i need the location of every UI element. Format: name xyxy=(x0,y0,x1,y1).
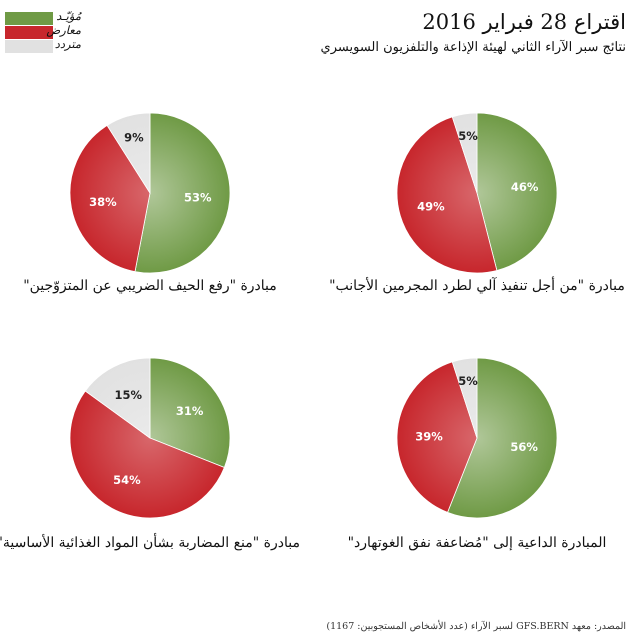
legend-item-support: مُؤيّـد xyxy=(5,9,100,25)
pie-label-support: 53% xyxy=(184,191,212,205)
legend-swatch-undecided xyxy=(5,40,53,53)
legend-label-undecided: متردد xyxy=(54,37,81,51)
pie-label-oppose: 38% xyxy=(89,195,117,209)
legend-item-oppose: معارض xyxy=(5,23,100,39)
pie-label-oppose: 49% xyxy=(417,199,445,213)
pie-svg-food-speculation: 31% 54% 15% xyxy=(69,357,231,519)
pie-slice-support xyxy=(149,357,231,468)
pie-title-marriage-tax: مبادرة "رفع الحيف الضريبي عن المتزوّجين" xyxy=(23,278,277,294)
pie-chart-food-speculation-initiative: 31% 54% 15% مبادرة "منع المضاربة بشأن المو… xyxy=(0,335,300,585)
pie-label-oppose: 39% xyxy=(415,429,443,443)
pie-chart-gotthard-tunnel-initiative: 56% 39% 5% المبادرة الداعية إلى "مُضاعفة ن… xyxy=(327,335,627,585)
pie-label-support: 56% xyxy=(510,440,538,454)
pie-slice-undecided xyxy=(451,112,478,194)
pie-svg-expulsion: 46% 49% 5% xyxy=(396,112,558,274)
pie-slice-support xyxy=(134,112,231,274)
pie-label-undecided: 9% xyxy=(124,131,144,145)
pie-slice-support xyxy=(476,112,558,271)
chart-title: اقتراع 28 فبراير 2016 xyxy=(422,10,626,34)
pie-title-food-speculation: مبادرة "منع المضاربة بشأن المواد الغذائي… xyxy=(0,535,300,551)
pie-label-undecided: 5% xyxy=(458,374,478,388)
pie-slice-undecided xyxy=(451,357,478,439)
pie-svg-gotthard: 56% 39% 5% xyxy=(396,357,558,519)
pie-slice-oppose xyxy=(396,116,498,274)
pie-label-oppose: 54% xyxy=(113,473,141,487)
pie-title-expulsion: مبادرة "من أجل تنفيذ آلي لطرد المجرمين ا… xyxy=(329,278,625,294)
source-note: المصدر: معهد GFS.BERN لسبر الآراء (عدد ا… xyxy=(326,621,626,632)
legend-swatch-oppose xyxy=(5,26,53,39)
pie-svg-marriage-tax: 53% 38% 9% xyxy=(69,112,231,274)
pie-label-undecided: 15% xyxy=(114,388,142,402)
pie-slice-support xyxy=(447,357,558,519)
legend-label-oppose: معارض xyxy=(46,23,81,37)
pie-chart-marriage-tax-initiative: 53% 38% 9% مبادرة "رفع الحيف الضريبي عن ال… xyxy=(0,90,300,340)
pie-title-gotthard: المبادرة الداعية إلى "مُضاعفة نفق الغوته… xyxy=(347,535,607,551)
pie-label-support: 31% xyxy=(176,404,204,418)
pie-label-undecided: 5% xyxy=(458,129,478,143)
pie-slice-oppose xyxy=(69,390,225,519)
legend-swatch-support xyxy=(5,12,53,25)
pie-slice-undecided xyxy=(106,112,151,195)
pie-label-support: 46% xyxy=(511,180,539,194)
legend-item-undecided: متردد xyxy=(5,37,100,53)
legend-label-support: مُؤيّـد xyxy=(56,9,81,23)
pie-slice-undecided xyxy=(84,357,151,439)
chart-subtitle: نتائج سبر الآراء الثاني لهيئة الإذاعة وا… xyxy=(320,40,626,55)
legend: مُؤيّـد معارض متردد xyxy=(5,9,100,54)
pie-slice-oppose xyxy=(396,361,478,513)
pie-chart-expulsion-initiative: 46% 49% 5% مبادرة "من أجل تنفيذ آلي لطرد ا… xyxy=(327,90,627,340)
